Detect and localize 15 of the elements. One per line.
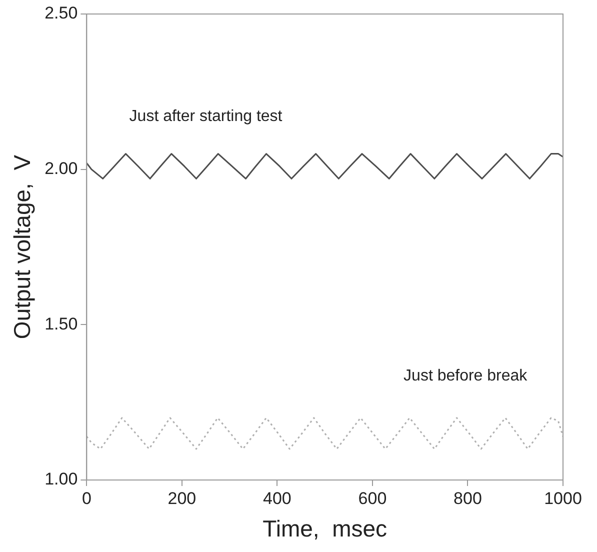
annotation: Just before break bbox=[404, 367, 528, 384]
x-tick-label: 0 bbox=[82, 488, 92, 508]
y-axis-title: Output voltage, V bbox=[9, 154, 36, 340]
y-tick-label: 2.00 bbox=[44, 159, 78, 178]
x-axis-title: Time, msec bbox=[262, 516, 388, 542]
x-tick-label: 1000 bbox=[544, 488, 582, 508]
x-tick-label: 800 bbox=[454, 488, 482, 508]
line-series bbox=[86, 417, 563, 450]
annotation: Just after starting test bbox=[129, 108, 283, 125]
y-tick-label: 2.50 bbox=[44, 4, 78, 23]
y-tick-label: 1.50 bbox=[44, 314, 78, 334]
x-tick-label: 400 bbox=[263, 488, 292, 508]
x-tick-label: 200 bbox=[168, 488, 196, 508]
y-tick-label: 1.00 bbox=[44, 470, 78, 489]
x-tick-label: 600 bbox=[358, 488, 387, 508]
